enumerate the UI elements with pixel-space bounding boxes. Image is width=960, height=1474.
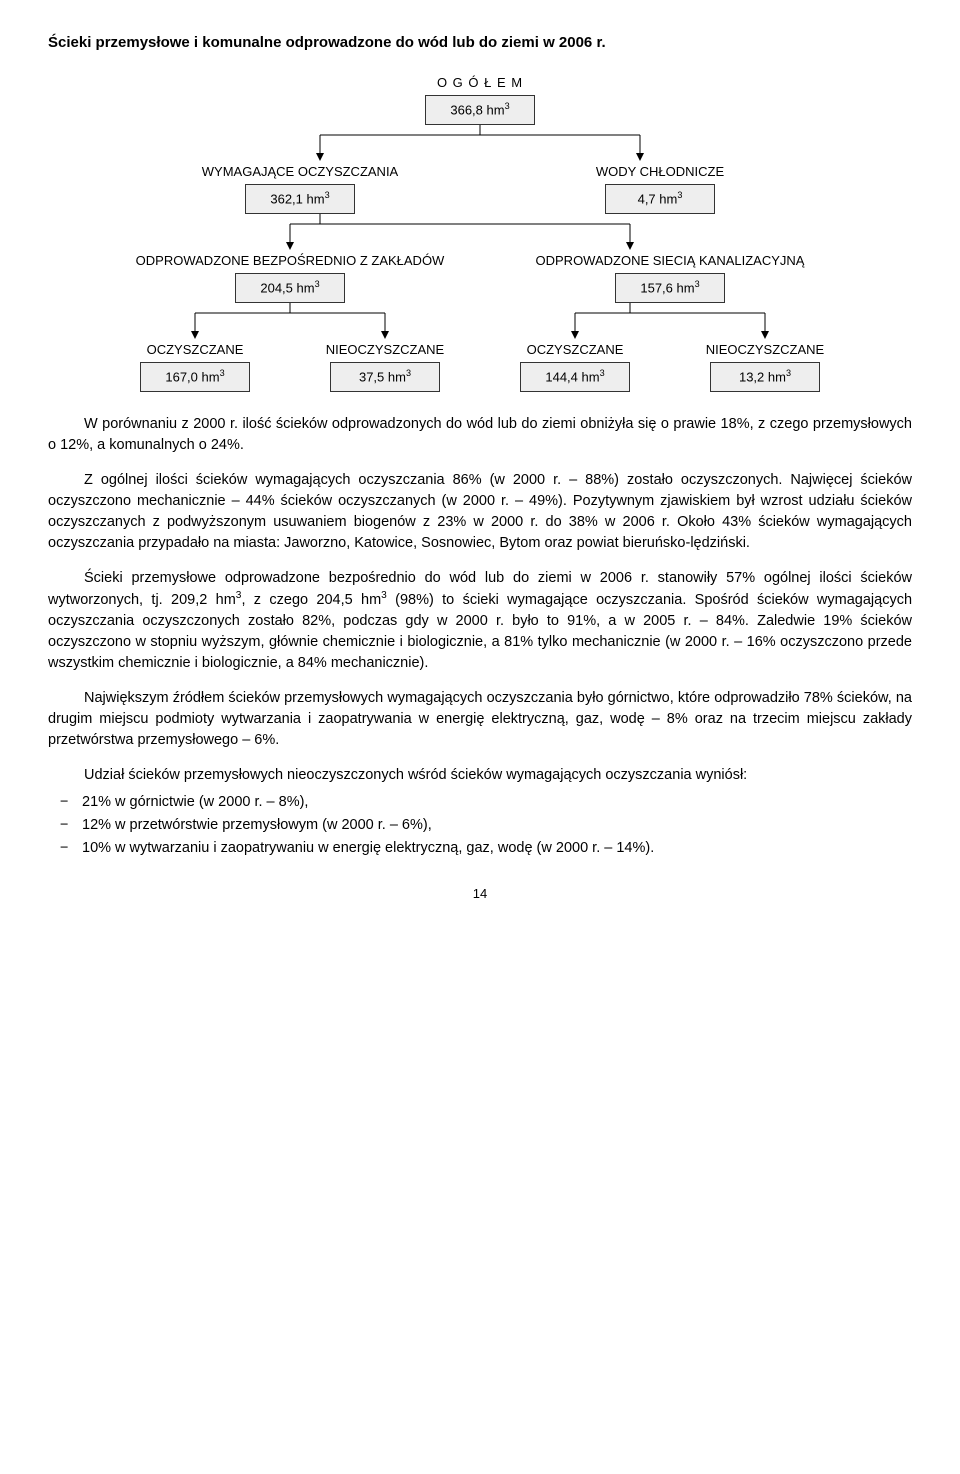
- lvl1-left-value: 362,1 hm: [270, 191, 324, 206]
- b2-value: 37,5 hm: [359, 369, 406, 384]
- b4-value: 13,2 hm: [739, 369, 786, 384]
- paragraph-3: Ścieki przemysłowe odprowadzone bezpośre…: [48, 568, 912, 674]
- list-item: 10% w wytwarzaniu i zaopatrywaniu w ener…: [60, 838, 912, 859]
- b4-label: NIEOCZYSZCZANE: [706, 339, 824, 362]
- total-label: O G Ó Ł E M: [437, 72, 523, 95]
- flow-diagram: O G Ó Ł E M 366,8 hm3 WYMAGAJĄCE OCZYSZC…: [100, 72, 860, 392]
- b3-label: OCZYSZCZANE: [527, 339, 624, 362]
- b3-box: 144,4 hm3: [520, 362, 630, 392]
- paragraph-1: W porównaniu z 2000 r. ilość ścieków odp…: [48, 414, 912, 456]
- b1-value: 167,0 hm: [165, 369, 219, 384]
- connector-1: [100, 125, 860, 161]
- list-item: 21% w górnictwie (w 2000 r. – 8%),: [60, 792, 912, 813]
- connector-2: [100, 214, 860, 250]
- lvl1-right-box: 4,7 hm3: [605, 184, 715, 214]
- lvl1-left-label: WYMAGAJĄCE OCZYSZCZANIA: [202, 161, 398, 184]
- lvl2-right-box: 157,6 hm3: [615, 273, 725, 303]
- lvl2-right-label: ODPROWADZONE SIECIĄ KANALIZACYJNĄ: [536, 250, 805, 273]
- bullet-list: 21% w górnictwie (w 2000 r. – 8%), 12% w…: [48, 792, 912, 859]
- b2-label: NIEOCZYSZCZANE: [326, 339, 444, 362]
- lvl2-left-box: 204,5 hm3: [235, 273, 345, 303]
- lvl1-right-value: 4,7 hm: [638, 191, 678, 206]
- b1-box: 167,0 hm3: [140, 362, 250, 392]
- lvl2-left-value: 204,5 hm: [260, 280, 314, 295]
- list-item: 12% w przetwórstwie przemysłowym (w 2000…: [60, 815, 912, 836]
- lvl2-right-value: 157,6 hm: [640, 280, 694, 295]
- total-box: 366,8 hm3: [425, 95, 535, 125]
- lvl1-right-label: WODY CHŁODNICZE: [596, 161, 724, 184]
- connector-3: [100, 303, 860, 339]
- page-heading: Ścieki przemysłowe i komunalne odprowadz…: [48, 32, 912, 54]
- page-number: 14: [48, 885, 912, 904]
- b4-box: 13,2 hm3: [710, 362, 820, 392]
- lvl1-left-box: 362,1 hm3: [245, 184, 355, 214]
- total-value: 366,8 hm: [450, 102, 504, 117]
- paragraph-2: Z ogólnej ilości ścieków wymagających oc…: [48, 470, 912, 554]
- paragraph-5: Udział ścieków przemysłowych nieoczyszcz…: [48, 765, 912, 786]
- b3-value: 144,4 hm: [545, 369, 599, 384]
- b2-box: 37,5 hm3: [330, 362, 440, 392]
- b1-label: OCZYSZCZANE: [147, 339, 244, 362]
- lvl2-left-label: ODPROWADZONE BEZPOŚREDNIO Z ZAKŁADÓW: [136, 250, 445, 273]
- paragraph-4: Największym źródłem ścieków przemysłowyc…: [48, 688, 912, 751]
- paragraph-3b: , z czego 204,5 hm: [241, 592, 381, 608]
